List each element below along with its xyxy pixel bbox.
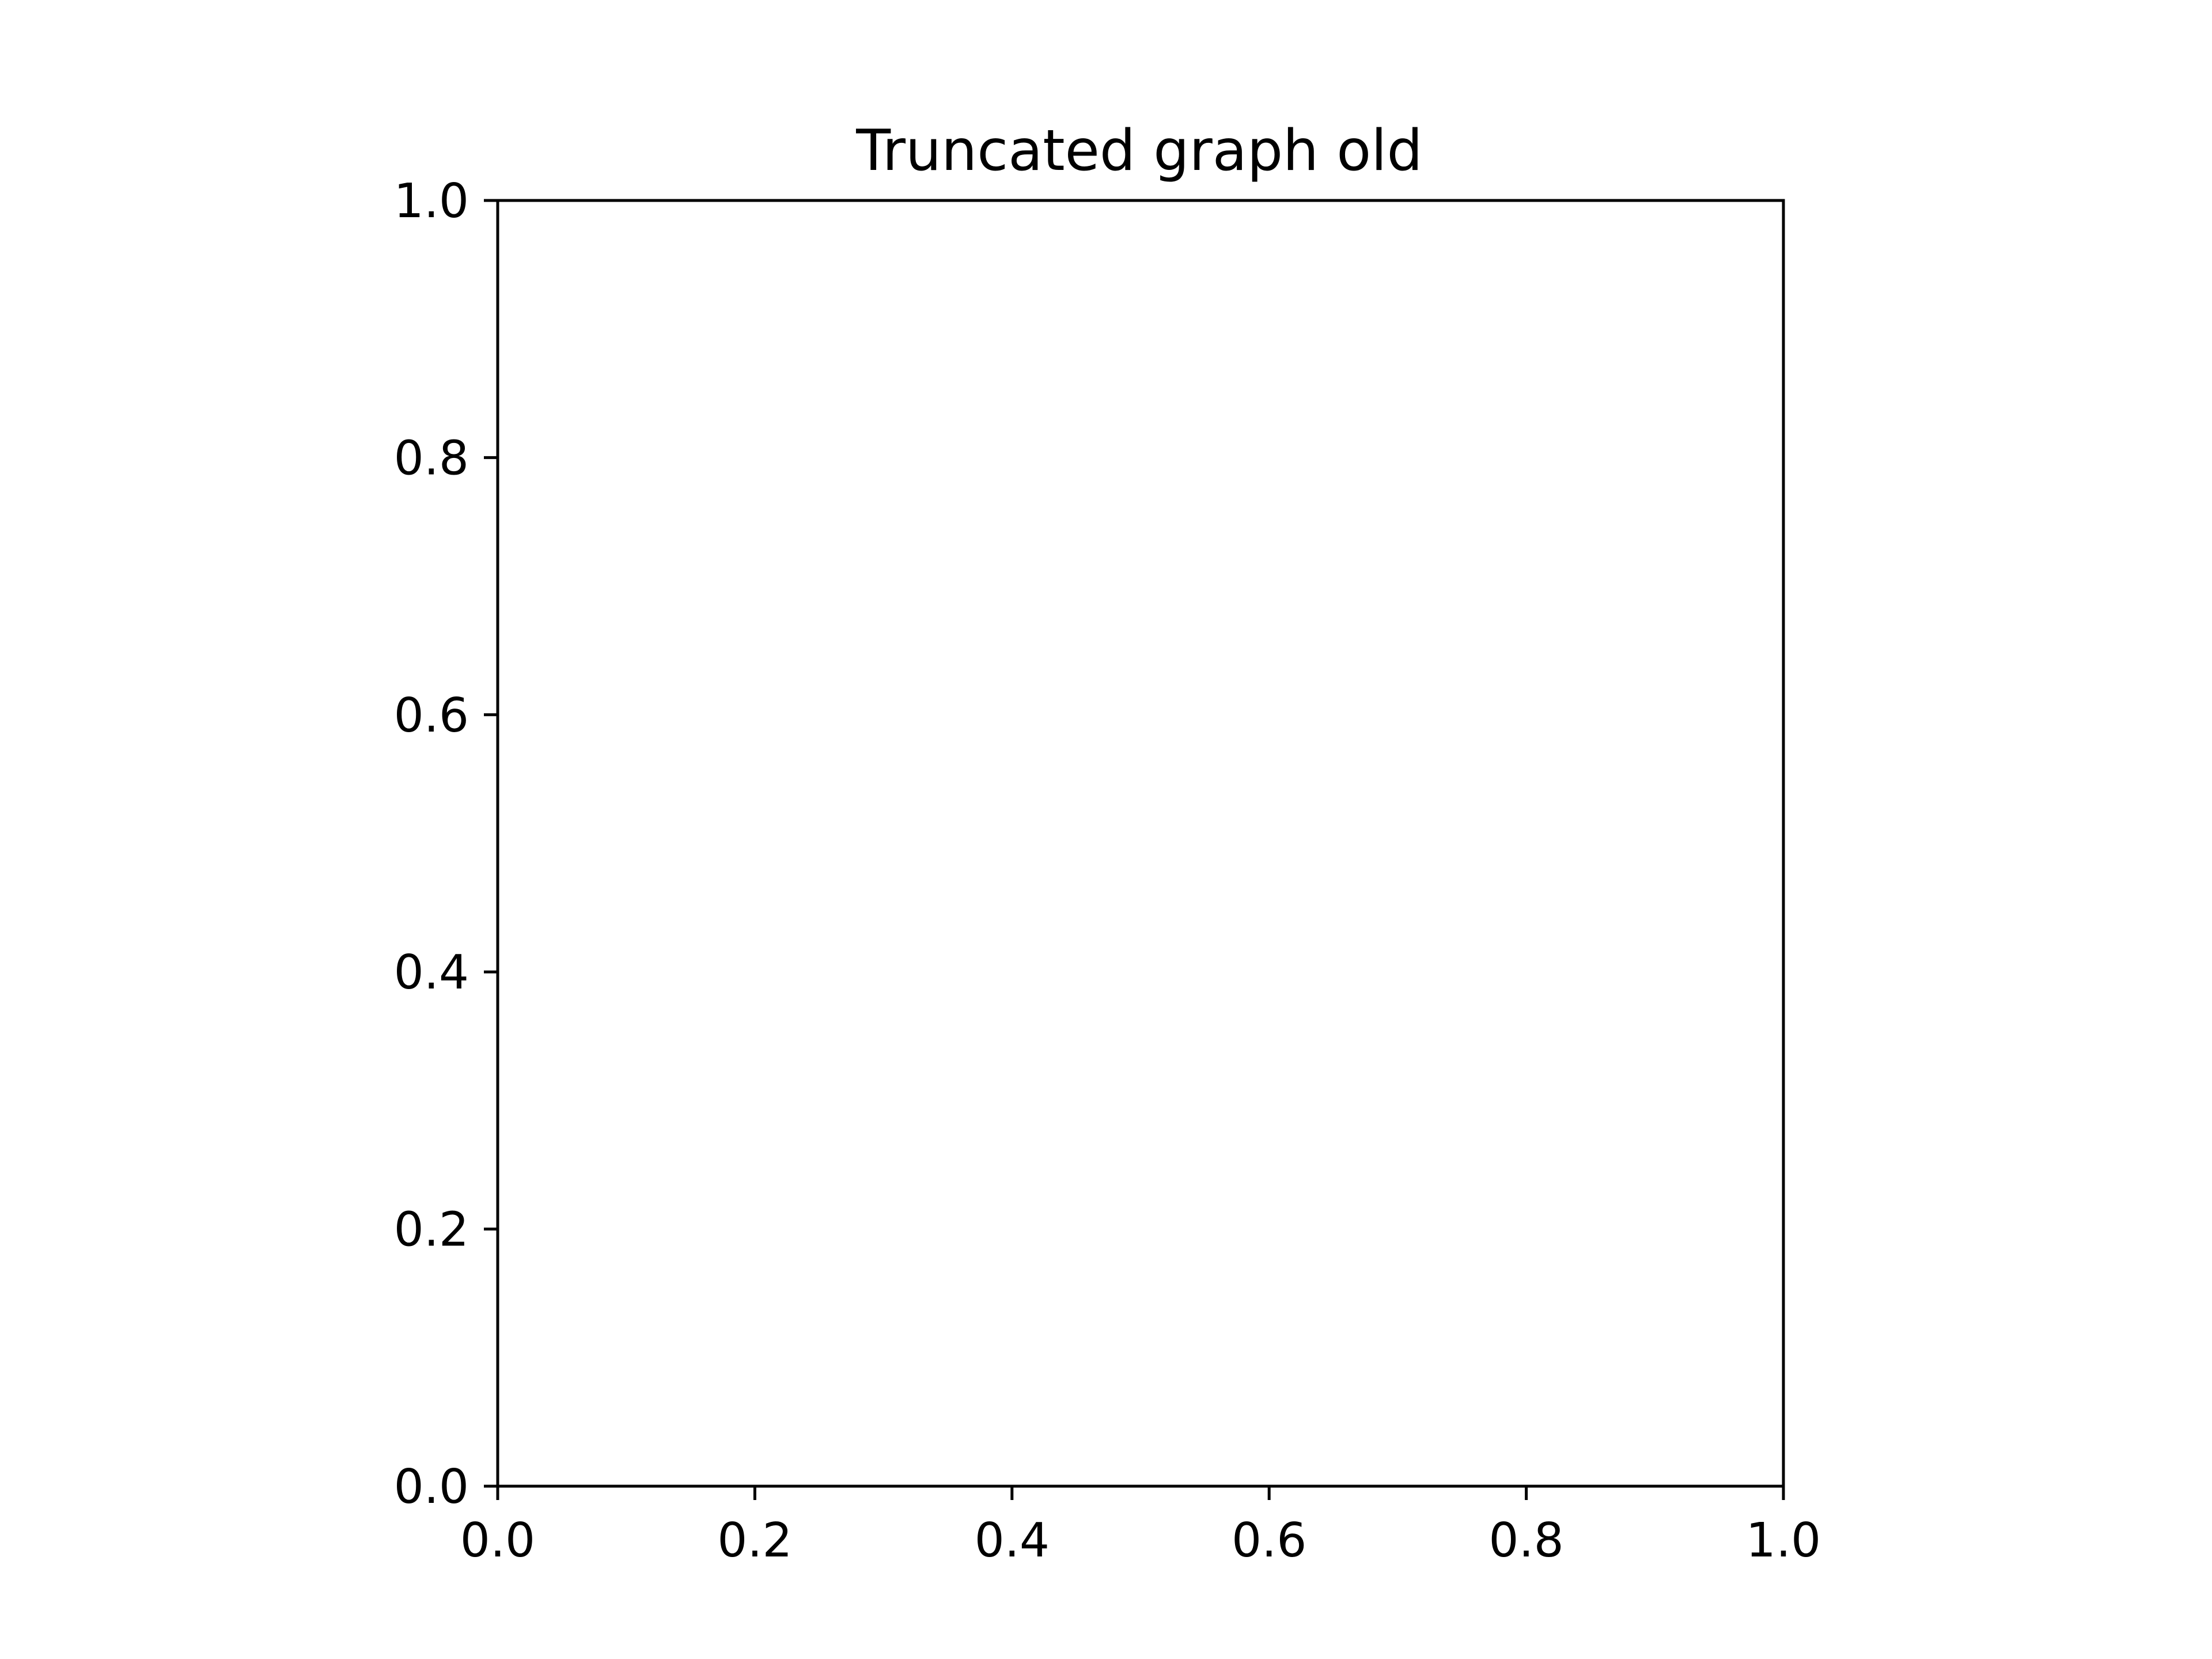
y-tick-label: 0.8: [394, 431, 469, 486]
y-tick-label: 0.6: [394, 688, 469, 743]
x-tick-label: 0.6: [1232, 1513, 1306, 1568]
y-tick-label: 0.4: [394, 945, 469, 1000]
x-axis: 0.0 0.2 0.4 0.6 0.8 1.0: [460, 1486, 1821, 1568]
plot-area: [496, 199, 1785, 1488]
x-tick-label: 0.2: [717, 1513, 792, 1568]
y-tick-label: 1.0: [394, 174, 469, 229]
x-tick-label: 0.0: [460, 1513, 535, 1568]
x-tick-label: 0.4: [975, 1513, 1050, 1568]
x-tick-label: 0.8: [1488, 1513, 1563, 1568]
axes-frame: [496, 199, 1785, 1488]
y-axis: 0.0 0.2 0.4 0.6 0.8 1.0: [394, 174, 498, 1514]
x-tick-label: 1.0: [1746, 1513, 1821, 1568]
y-tick-label: 0.2: [394, 1203, 469, 1257]
chart-title: Truncated graph old: [855, 118, 1422, 184]
y-tick-label: 0.0: [394, 1460, 469, 1514]
